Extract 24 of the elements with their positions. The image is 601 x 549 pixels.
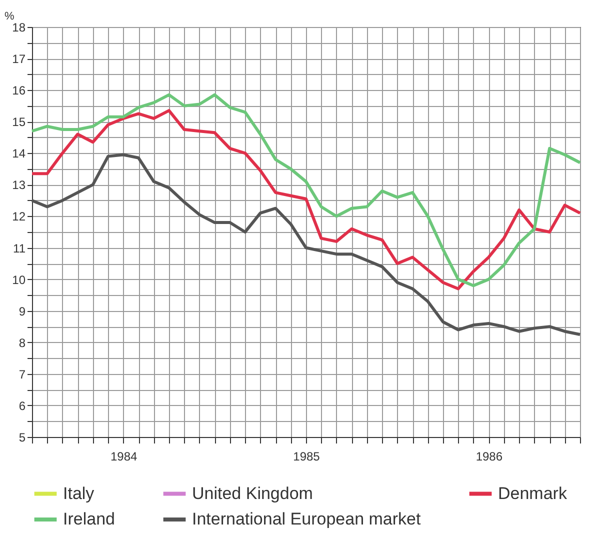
y-tick-label: 7 xyxy=(18,367,26,382)
legend-label: Italy xyxy=(63,484,95,503)
y-tick-label: 11 xyxy=(13,241,26,256)
y-tick-label: 12 xyxy=(12,210,26,224)
x-tick-label: 1984 xyxy=(110,450,138,464)
y-tick-label: 8 xyxy=(18,336,26,350)
y-tick-label: 6 xyxy=(18,398,26,413)
y-axis-title: % xyxy=(4,10,14,22)
x-tick-label: 1985 xyxy=(293,450,320,464)
y-tick-label: 18 xyxy=(12,20,26,34)
legend-label: Denmark xyxy=(498,484,568,503)
legend-label: International European market xyxy=(192,510,421,528)
y-tick-label: 17 xyxy=(12,52,26,66)
y-tick-label: 10 xyxy=(12,272,26,287)
line-series xyxy=(30,153,582,336)
y-tick-label: 14 xyxy=(12,146,26,161)
y-tick-label: 13 xyxy=(12,178,26,192)
legend-label: United Kingdom xyxy=(192,484,313,503)
y-tick-label: 15 xyxy=(12,115,26,130)
x-tick-label: 1986 xyxy=(476,450,503,464)
legend-label: Ireland xyxy=(63,510,115,528)
y-tick-label: 16 xyxy=(12,84,26,98)
y-tick-label: 9 xyxy=(18,304,26,318)
y-tick-label: 5 xyxy=(18,430,26,444)
